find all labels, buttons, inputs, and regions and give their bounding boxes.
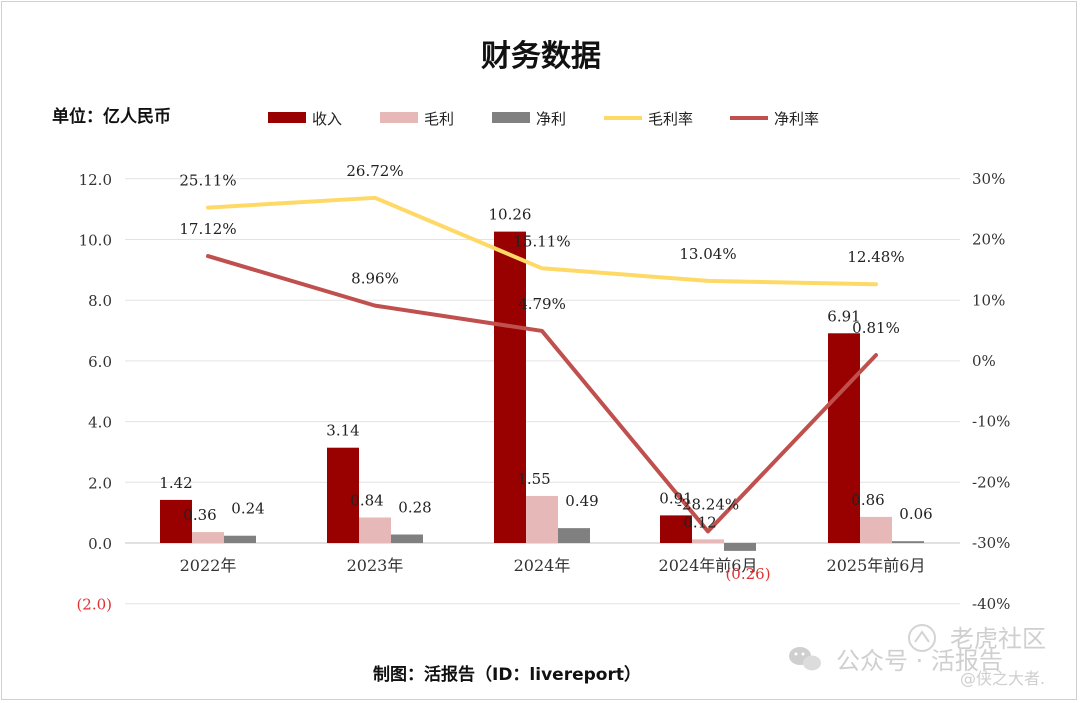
- left-tick-label: 2.0: [88, 474, 112, 492]
- line-data-label: 17.12%: [179, 220, 236, 238]
- legend-label: 毛利: [424, 110, 454, 128]
- data-labels: 1.42 3.14 10.26 0.91 6.91 0.36 0.84 1.55 0.12 0.8…: [159, 162, 932, 583]
- left-axis: 12.0 10.0 8.0 6.0 4.0 2.0 0.0 (2.0): [76, 171, 112, 614]
- watermark: 公众号 · 活报告 老虎社区 @侠之大者.: [789, 624, 1046, 688]
- bar-收入: [828, 333, 860, 543]
- watermark-community: 老虎社区: [950, 625, 1046, 653]
- bar-data-label: 0.91: [659, 489, 692, 507]
- bar-data-label: 0.86: [851, 491, 884, 509]
- line-data-label: 25.11%: [179, 172, 236, 190]
- line-data-label: -28.24%: [677, 495, 739, 513]
- bar-收入: [494, 231, 526, 543]
- bar-data-label: (0.26): [725, 565, 770, 583]
- category-label: 2025年前6月: [827, 556, 926, 575]
- bar-毛利: [526, 495, 558, 543]
- right-tick-label: -30%: [972, 534, 1010, 552]
- right-tick-label: 30%: [972, 170, 1005, 188]
- legend-label: 净利率: [774, 110, 819, 128]
- right-tick-label: 20%: [972, 231, 1005, 249]
- right-tick-label: -10%: [972, 413, 1010, 431]
- bar-data-label: 3.14: [326, 422, 359, 440]
- right-tick-label: 10%: [972, 291, 1005, 309]
- category-label: 2024年前6月: [659, 556, 758, 575]
- line-净利率: [206, 254, 878, 534]
- bar-data-label: 1.55: [517, 470, 550, 488]
- bar-data-label: 0.49: [565, 492, 598, 510]
- bar-data-label: 0.06: [899, 505, 932, 523]
- bar-data-label: 0.12: [683, 513, 716, 531]
- line-data-label: 8.96%: [351, 270, 399, 288]
- line-data-label: 13.04%: [679, 245, 736, 263]
- bars: [160, 231, 924, 551]
- left-tick-label: 12.0: [79, 171, 112, 189]
- bar-data-label: 6.91: [827, 307, 860, 325]
- bar-净利: [892, 541, 924, 543]
- right-axis: 30% 20% 10% 0% -10% -20% -30% -40%: [972, 170, 1010, 613]
- left-tick-label: 10.0: [79, 232, 112, 250]
- wechat-icon: [789, 647, 821, 671]
- line-data-label: 12.48%: [847, 248, 904, 266]
- bar-收入: [160, 499, 192, 543]
- line-毛利率: [206, 195, 878, 287]
- legend-label: 净利: [536, 110, 566, 128]
- bar-收入: [327, 447, 359, 543]
- legend-swatch: [380, 112, 418, 123]
- left-tick-label: 0.0: [88, 535, 112, 553]
- legend-swatch: [268, 112, 306, 123]
- bar-净利: [224, 535, 256, 543]
- unit-label: 单位：亿人民币: [52, 106, 171, 127]
- bar-data-label: 0.36: [183, 506, 216, 524]
- category-label: 2024年: [514, 556, 571, 575]
- legend-label: 毛利率: [648, 110, 693, 128]
- line-data-label: 15.11%: [513, 232, 570, 250]
- category-label: 2022年: [180, 556, 237, 575]
- tiger-community-icon: [908, 624, 936, 652]
- bar-毛利: [860, 516, 892, 543]
- left-tick-label: (2.0): [76, 596, 112, 614]
- line-data-label: 26.72%: [346, 162, 403, 180]
- category-label: 2023年: [347, 556, 404, 575]
- bar-data-label: 0.24: [231, 500, 264, 518]
- line-data-label: 4.79%: [518, 295, 566, 313]
- x-axis-categories: 2022年 2023年 2024年 2024年前6月 2025年前6月: [180, 556, 926, 575]
- legend-label: 收入: [312, 110, 342, 128]
- left-tick-label: 8.0: [88, 292, 112, 310]
- right-tick-label: -40%: [972, 595, 1010, 613]
- bar-净利: [724, 543, 756, 551]
- bar-data-label: 1.42: [159, 474, 192, 492]
- bar-data-label: 0.28: [398, 499, 431, 517]
- left-tick-label: 6.0: [88, 353, 112, 371]
- bar-净利: [391, 534, 423, 543]
- lines: [206, 195, 878, 534]
- bar-收入: [660, 515, 692, 543]
- bar-毛利: [359, 517, 391, 543]
- watermark-author: @侠之大者.: [960, 669, 1045, 688]
- line-data-label: 0.81%: [852, 319, 900, 337]
- bar-净利: [558, 528, 590, 543]
- chart-title: 财务数据: [481, 39, 601, 74]
- right-tick-label: -20%: [972, 473, 1010, 491]
- bar-data-label: 10.26: [489, 206, 532, 224]
- left-tick-label: 4.0: [88, 414, 112, 432]
- bar-毛利: [192, 532, 224, 543]
- legend-swatch: [492, 112, 530, 123]
- legend: 收入 毛利 净利 毛利率 净利率: [268, 110, 819, 128]
- bar-data-label: 0.84: [350, 492, 383, 510]
- right-tick-label: 0%: [972, 352, 996, 370]
- bar-毛利: [692, 539, 724, 543]
- source-text: 制图：活报告（ID：livereport）: [373, 664, 641, 685]
